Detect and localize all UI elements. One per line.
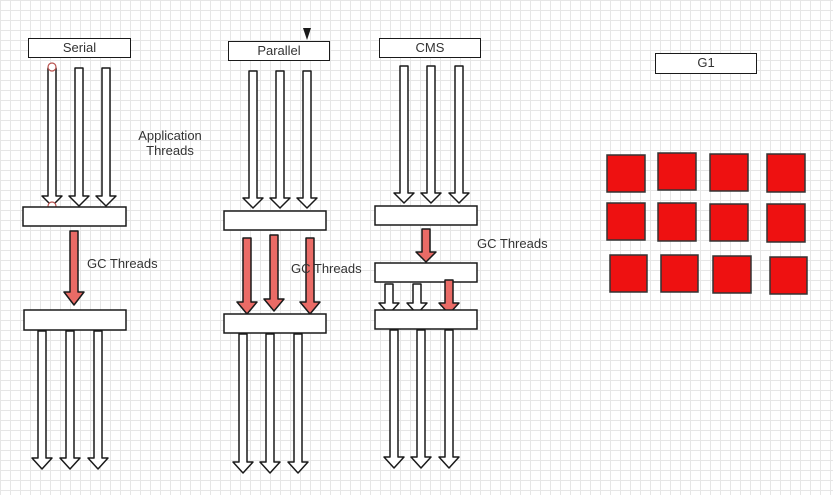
g1-region	[606, 154, 646, 193]
app-thread-arrow	[420, 65, 442, 204]
g1-region-grid	[606, 152, 808, 295]
g1-region	[766, 153, 806, 193]
serial-resume-bar	[23, 309, 127, 331]
parallel-safepoint-bar	[223, 210, 327, 231]
application-threads-line1: Application	[138, 128, 202, 143]
g1-title: G1	[697, 55, 715, 70]
g1-region	[660, 254, 699, 293]
serial-title: Serial	[62, 40, 97, 55]
app-thread-arrow	[68, 67, 90, 207]
g1-region	[709, 203, 749, 242]
parallel-title-box: Parallel	[228, 41, 330, 61]
gc-thread-arrow	[438, 279, 460, 315]
serial-app-thread-arrows	[41, 67, 117, 207]
app-thread-arrow	[259, 333, 281, 474]
g1-region	[657, 202, 697, 242]
app-thread-arrow	[87, 330, 109, 470]
serial-title-box: Serial	[28, 38, 131, 58]
g1-region	[712, 255, 752, 294]
parallel-gc-thread-arrows	[236, 234, 321, 315]
g1-region	[769, 256, 808, 295]
gc-thread-arrow	[236, 237, 258, 315]
connection-point	[47, 62, 57, 72]
g1-region	[657, 152, 697, 191]
parallel-resumed-thread-arrows	[232, 333, 309, 474]
app-thread-arrow	[41, 67, 63, 207]
g1-region	[766, 203, 806, 243]
cms-remark-bar	[374, 262, 478, 283]
app-thread-arrow	[31, 330, 53, 470]
cms-gc-thread-arrow	[415, 228, 437, 263]
cms-gc-threads-label: GC Threads	[477, 236, 548, 251]
app-thread-arrow	[410, 329, 432, 469]
gc-thread-arrow	[263, 234, 285, 312]
cms-resumed-thread-arrows	[383, 329, 460, 469]
g1-region	[606, 202, 646, 241]
cms-app-thread-arrows	[393, 65, 470, 204]
serial-resumed-thread-arrows	[31, 330, 109, 470]
cms-resume-bar	[374, 309, 478, 330]
app-thread-arrow	[287, 333, 309, 474]
g1-title-box: G1	[655, 53, 757, 74]
app-thread-arrow	[242, 70, 264, 209]
cursor-marker-icon	[303, 28, 311, 40]
parallel-gc-threads-label: GC Threads	[291, 261, 362, 276]
serial-gc-thread-arrow	[63, 230, 85, 306]
parallel-resume-bar	[223, 313, 327, 334]
cms-title-box: CMS	[379, 38, 481, 58]
cms-initial-mark-bar	[374, 205, 478, 226]
app-thread-arrow	[406, 283, 428, 315]
app-thread-arrow	[383, 329, 405, 469]
cms-title: CMS	[415, 40, 445, 55]
app-thread-arrow	[59, 330, 81, 470]
serial-safepoint-bar	[22, 206, 127, 227]
application-threads-label: Application Threads	[128, 128, 212, 158]
g1-region	[609, 254, 648, 293]
gc-thread-arrow	[299, 237, 321, 315]
serial-gc-threads-label: GC Threads	[87, 256, 158, 271]
app-thread-arrow	[448, 65, 470, 204]
parallel-app-thread-arrows	[242, 70, 318, 209]
g1-region	[709, 153, 749, 192]
app-thread-arrow	[296, 70, 318, 209]
cms-concurrent-arrows	[378, 279, 460, 315]
app-thread-arrow	[438, 329, 460, 469]
app-thread-arrow	[393, 65, 415, 204]
application-threads-line2: Threads	[146, 143, 194, 158]
app-thread-arrow	[232, 333, 254, 474]
app-thread-arrow	[269, 70, 291, 209]
parallel-title: Parallel	[257, 43, 301, 58]
app-thread-arrow	[378, 283, 400, 315]
app-thread-arrow	[95, 67, 117, 207]
